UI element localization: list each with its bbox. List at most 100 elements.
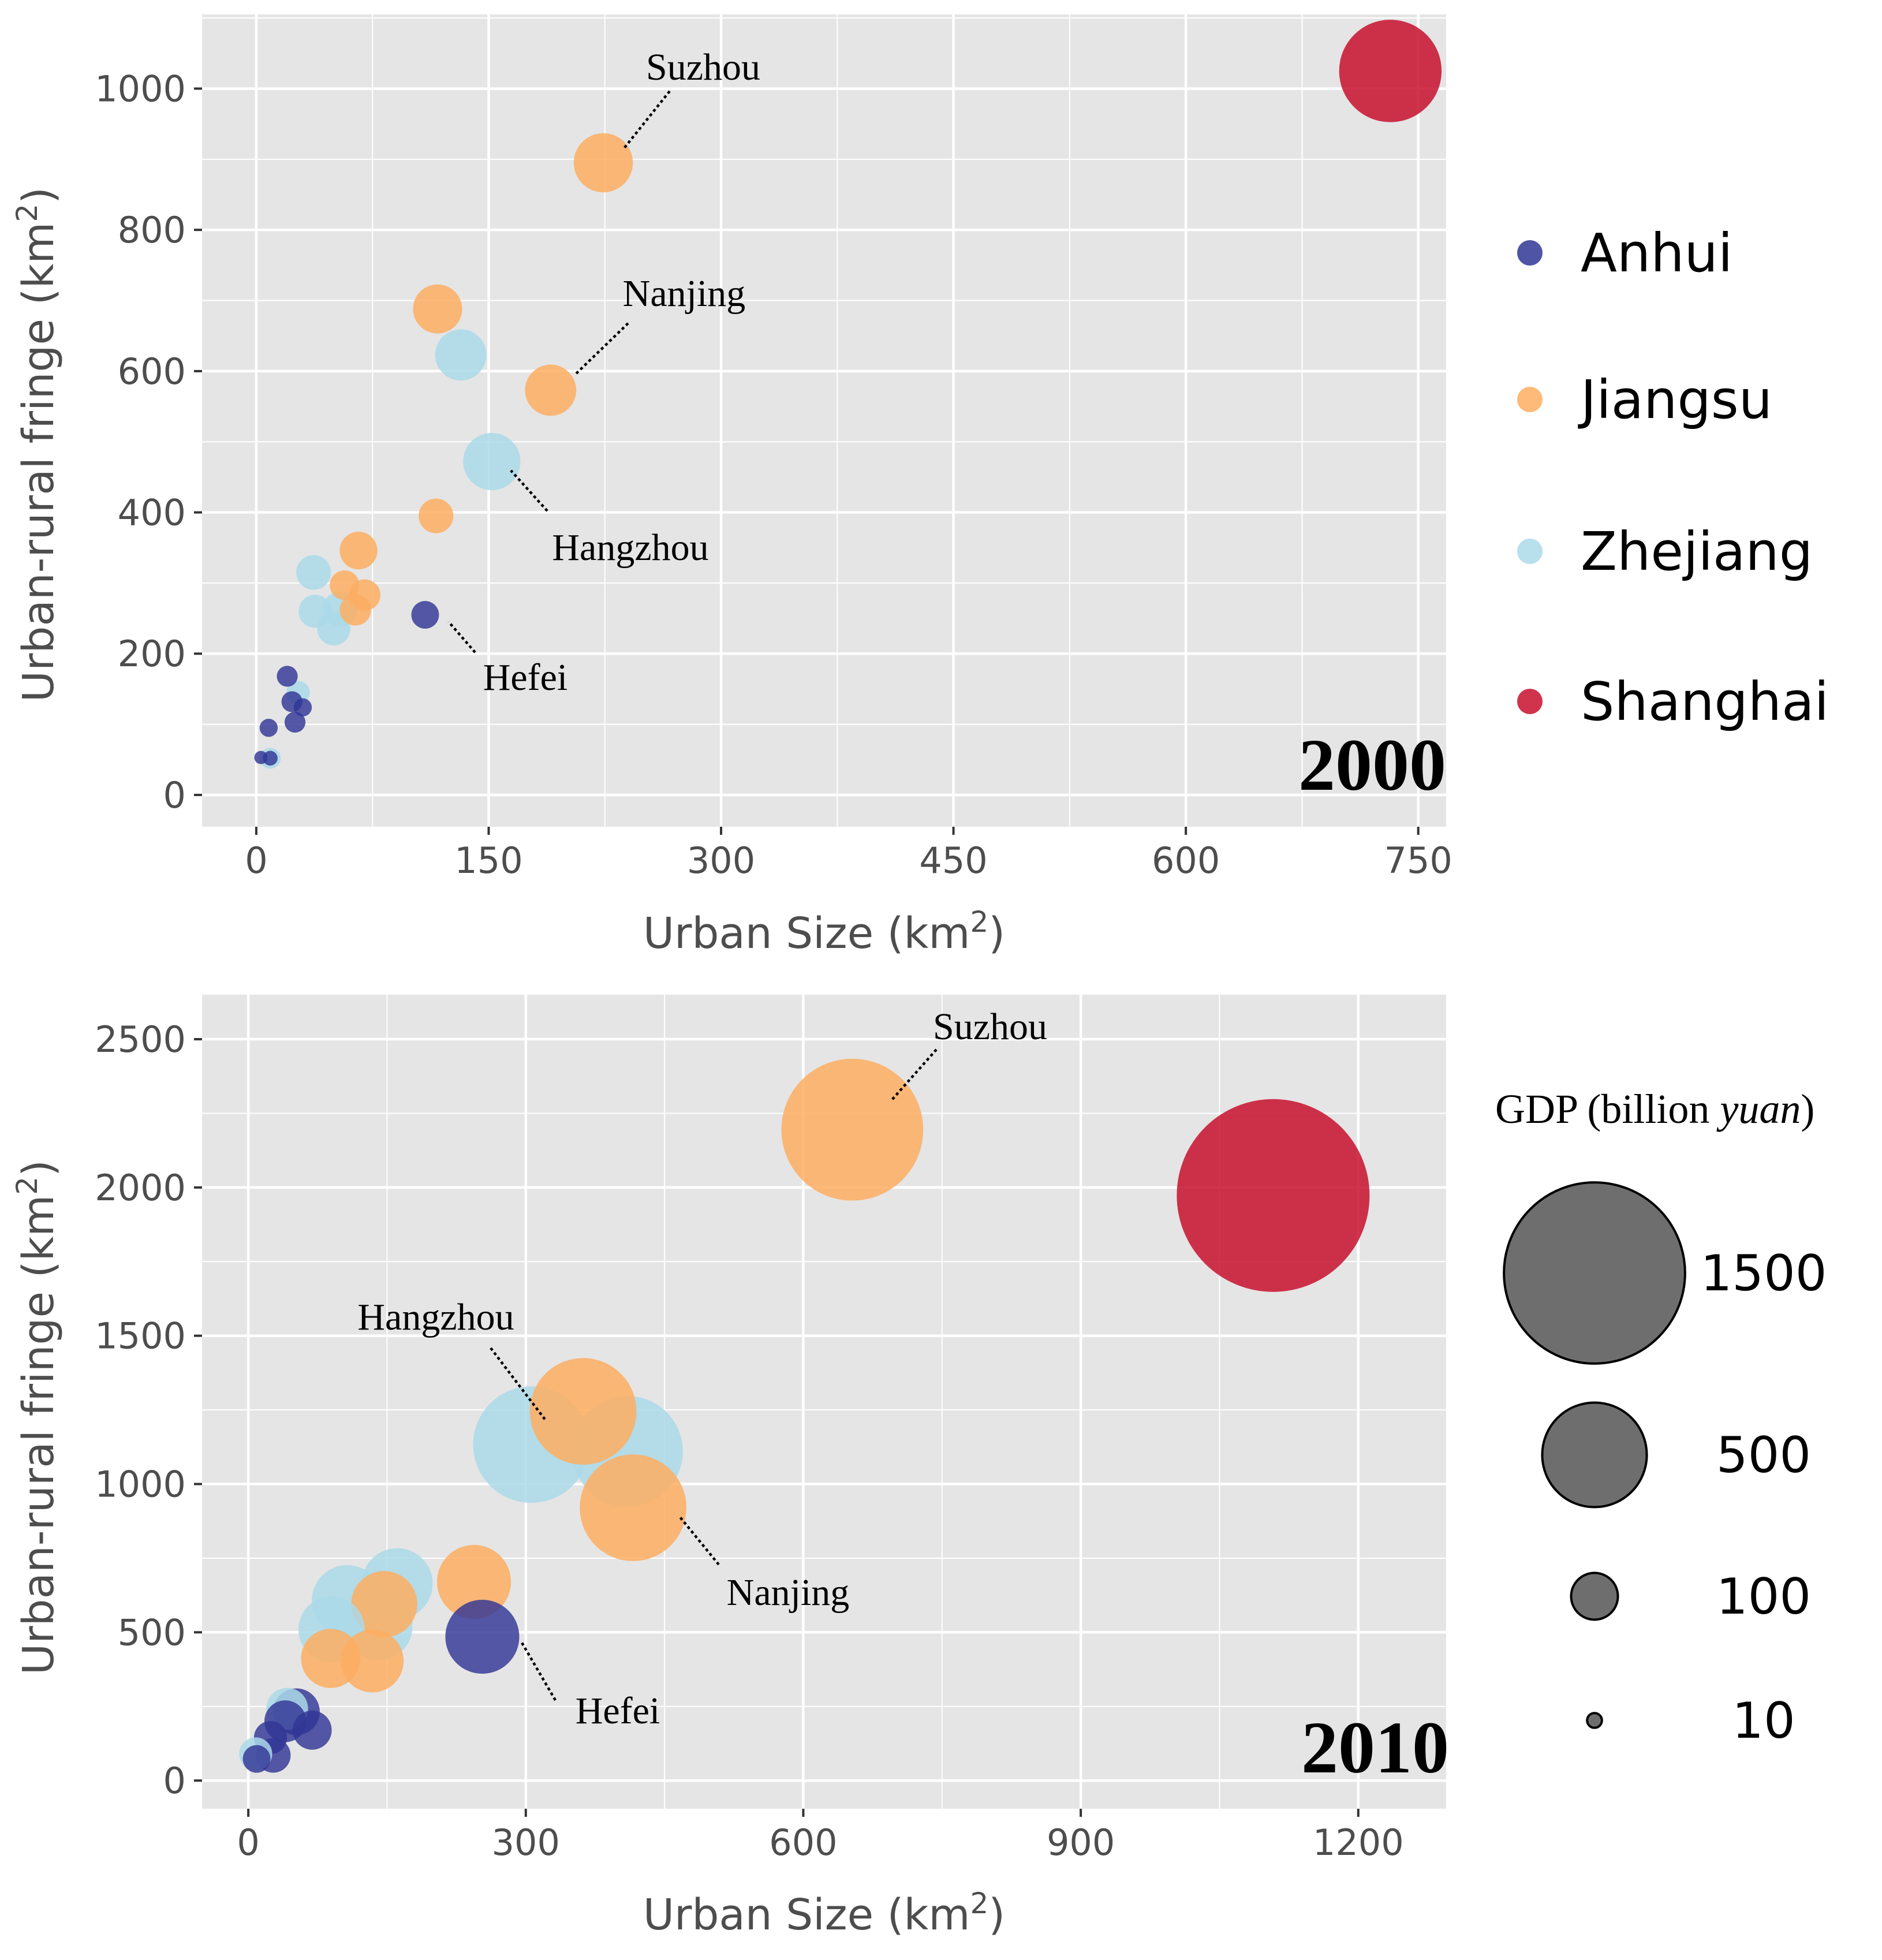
y-tick-label: 800 (118, 209, 186, 251)
y-tick-label: 0 (163, 1760, 186, 1802)
legend-swatch-shanghai (1517, 689, 1543, 714)
x-axis-title: Urban Size (km2) (643, 1887, 1005, 1940)
size-key-circle-100 (1570, 1571, 1619, 1621)
y-tick-label: 600 (118, 350, 186, 393)
point-zhejiang (317, 612, 350, 646)
y-tick-label: 2000 (95, 1167, 186, 1209)
size-key-circle-500 (1541, 1401, 1648, 1509)
point-anhui (293, 698, 312, 716)
y-axis-title-text: Urban-rural fringe (km (14, 1195, 64, 1675)
y-axis-title: Urban-rural fringe (km2) (10, 1160, 64, 1675)
x-tick-label: 300 (492, 1821, 560, 1864)
point-jiangsu (330, 570, 360, 600)
annotation-hefei: Hefei (483, 656, 568, 699)
size-key-label-100: 100 (1716, 1568, 1811, 1626)
point-anhui (292, 1710, 332, 1750)
annotation-leader (622, 90, 671, 150)
province-legend: Anhui Jiangsu Zhejiang Shanghai (1517, 222, 1829, 733)
y-axis-title-sup: 2 (10, 204, 44, 222)
x-axis-title: Urban Size (km2) (643, 905, 1005, 958)
y-tick-label: 400 (118, 492, 186, 534)
y-tick-label: 1500 (95, 1315, 186, 1357)
annotations: Suzhou Nanjing Hangzhou Hefei (447, 46, 760, 699)
x-tick-label: 150 (454, 839, 522, 882)
point-zhejiang (463, 432, 521, 491)
point-jiangsu (529, 1358, 637, 1465)
legend-label-shanghai: Shanghai (1581, 671, 1829, 733)
y-axis-title: Urban-rural fringe (km2) (10, 187, 64, 702)
point-jiangsu (580, 1454, 686, 1561)
y-axis-title-end: ) (14, 187, 64, 204)
point-shanghai (1177, 1099, 1370, 1292)
x-axis-title-text: Urban Size (km (643, 1890, 970, 1940)
point-anhui (284, 711, 306, 733)
point-jiangsu (351, 1571, 417, 1637)
x-tick-label: 600 (769, 1821, 837, 1864)
size-key-circle-10 (1586, 1712, 1603, 1729)
x-tick-label: 1200 (1313, 1821, 1404, 1864)
size-key-label-10: 10 (1732, 1692, 1795, 1750)
x-axis-title-end: ) (988, 909, 1005, 958)
x-tick-label: 300 (687, 839, 755, 882)
x-axis-title-sup: 2 (970, 905, 988, 939)
x-tick-label: 0 (237, 1821, 259, 1864)
point-anhui (411, 600, 439, 629)
point-jiangsu (573, 133, 633, 193)
annotation-nanjing: Nanjing (727, 1571, 850, 1614)
y-axis-title-end: ) (14, 1160, 64, 1177)
annotation-suzhou: Suzhou (646, 46, 760, 88)
x-axis-title-sup: 2 (970, 1887, 988, 1920)
point-jiangsu (437, 1545, 511, 1619)
point-zhejiang (296, 555, 331, 590)
size-legend: GDP (billion yuan) 1500 500 100 10 (1495, 1086, 1827, 1750)
axes: 0 150 300 450 600 750 0 200 400 600 800 1000 (95, 68, 1452, 882)
annotation-suzhou: Suzhou (933, 1006, 1047, 1048)
annotation-hefei: Hefei (576, 1690, 660, 1732)
point-anhui (277, 666, 298, 687)
annotation-nanjing: Nanjing (623, 272, 746, 315)
x-tick-label: 900 (1047, 1821, 1115, 1864)
chart-panel-2000: 0 150 300 450 600 750 0 200 400 600 800 1000 Urban S… (10, 14, 1452, 958)
x-axis-title-text: Urban Size (km (643, 909, 970, 958)
x-axis-title-end: ) (988, 1890, 1005, 1940)
point-anhui (242, 1745, 271, 1773)
point-jiangsu (413, 284, 462, 334)
legend: Anhui Jiangsu Zhejiang Shanghai GDP (billio… (1495, 222, 1829, 1750)
legend-swatch-anhui (1517, 240, 1543, 266)
y-tick-label: 1000 (95, 68, 186, 110)
y-tick-label: 2500 (95, 1018, 186, 1061)
y-tick-label: 1000 (95, 1464, 186, 1506)
x-tick-label: 750 (1384, 839, 1452, 882)
axes: 0 300 600 900 1200 0 500 1000 1500 2000 2500 (95, 1018, 1403, 1864)
point-jiangsu (419, 498, 454, 533)
legend-swatch-zhejiang (1517, 539, 1543, 564)
size-legend-title: GDP (billion yuan) (1495, 1086, 1814, 1132)
chart-panel-2010: 0 300 600 900 1200 0 500 1000 1500 2000 2500 Urban … (10, 995, 1449, 1940)
point-shanghai (1339, 20, 1442, 122)
y-tick-label: 200 (118, 633, 186, 675)
annotation-leader (573, 322, 629, 376)
point-zhejiang (435, 329, 487, 381)
x-tick-label: 0 (245, 839, 267, 882)
annotation-hangzhou: Hangzhou (552, 527, 708, 569)
plot-background (202, 14, 1446, 827)
size-key-circle-1500 (1503, 1181, 1686, 1365)
annotation-hangzhou: Hangzhou (357, 1296, 514, 1338)
point-anhui (259, 719, 278, 737)
y-axis-title-text: Urban-rural fringe (km (14, 222, 64, 702)
point-jiangsu (339, 594, 371, 626)
legend-label-anhui: Anhui (1581, 222, 1732, 284)
y-tick-label: 0 (163, 774, 186, 816)
point-jiangsu (301, 1629, 360, 1688)
data-points (254, 20, 1442, 769)
point-jiangsu (781, 1058, 924, 1201)
size-key-label-1500: 1500 (1701, 1245, 1827, 1302)
annotation-leader (679, 1516, 720, 1566)
size-key-label-500: 500 (1716, 1427, 1811, 1484)
legend-swatch-jiangsu (1517, 387, 1543, 412)
point-anhui (254, 751, 268, 764)
x-tick-label: 450 (919, 839, 987, 882)
panel-year-label: 2010 (1301, 1707, 1449, 1789)
point-jiangsu (525, 364, 577, 416)
